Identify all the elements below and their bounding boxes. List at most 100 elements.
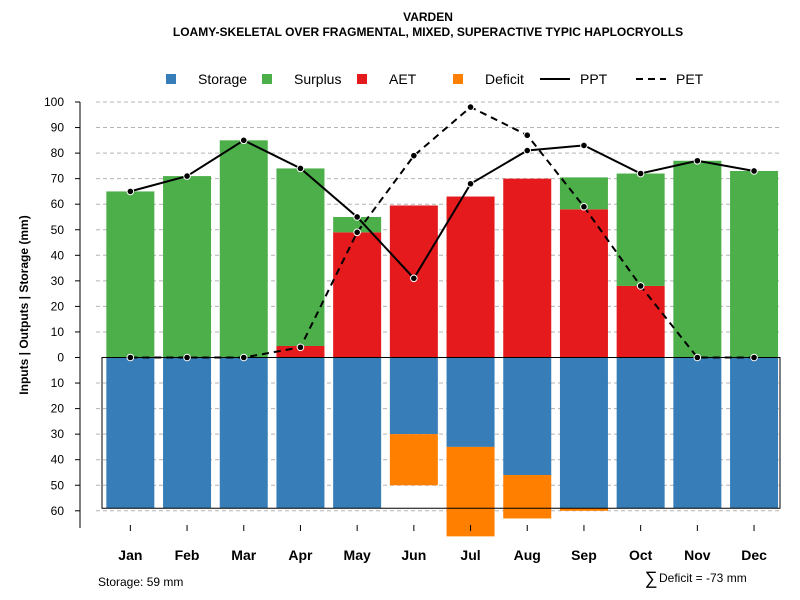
storage-bar-nov (673, 357, 722, 509)
surplus-bar-dec (730, 170, 779, 358)
x-tick-label-may: May (344, 547, 371, 563)
deficit-bar-jul (446, 446, 495, 537)
ppt-point-nov (693, 156, 702, 165)
deficit-bar-sep (559, 508, 608, 511)
pet-point-feb (183, 353, 191, 362)
pet-point-jun (410, 151, 418, 160)
storage-bar-jul (446, 357, 495, 447)
x-tick-label-jun: Jun (401, 547, 426, 563)
y-tick-label-70: 70 (51, 172, 65, 186)
ppt-point-jun (410, 274, 418, 283)
pet-point-oct (636, 282, 645, 290)
pet-point-nov (693, 353, 702, 362)
storage-bar-sep (559, 357, 608, 509)
y-tick-label-30: 30 (51, 274, 65, 288)
surplus-bar-nov (673, 160, 722, 358)
deficit-bars (389, 434, 608, 537)
legend-swatch-surplus (262, 74, 272, 84)
legend-label-ppt: PPT (580, 71, 608, 87)
ppt-point-may (353, 213, 361, 221)
x-tick-label-jan: Jan (118, 547, 142, 563)
ppt-point-sep (580, 141, 588, 150)
x-tick-label-nov: Nov (684, 547, 711, 563)
surplus-bar-feb (163, 176, 212, 358)
surplus-bar-may (333, 216, 382, 233)
storage-footnote: Storage: 59 mm (98, 575, 183, 589)
x-tick-label-jul: Jul (460, 547, 480, 563)
ppt-point-jul (466, 179, 475, 188)
y-tick-label-90: 90 (51, 121, 65, 135)
y-tick-label-neg-60: 60 (51, 504, 65, 518)
legend-swatch-aet (357, 74, 367, 84)
chart-subtitle: LOAMY-SKELETAL OVER FRAGMENTAL, MIXED, S… (173, 25, 683, 39)
surplus-bar-jan (106, 191, 155, 358)
pet-point-sep (580, 202, 588, 211)
aet-bar-aug (503, 178, 552, 358)
deficit-footnote: Deficit = -73 mm (659, 571, 747, 585)
storage-bar-may (333, 357, 382, 509)
y-tick-label-20: 20 (51, 299, 65, 313)
aet-bar-oct (616, 285, 665, 358)
y-axis: 0 10 20 30 40 50 60 70 80 90 100 10 20 30 40 50 60 (44, 95, 81, 528)
x-tick-label-aug: Aug (514, 547, 541, 563)
storage-bar-mar (219, 357, 268, 509)
pet-point-aug (523, 131, 532, 140)
storage-bar-aug (503, 357, 552, 476)
aet-bar-jul (446, 196, 495, 358)
y-tick-label-neg-30: 30 (51, 427, 65, 441)
x-tick-label-sep: Sep (571, 547, 597, 563)
x-tick-label-feb: Feb (175, 547, 200, 563)
ppt-line (130, 139, 755, 280)
y-tick-label-50: 50 (51, 223, 65, 237)
y-tick-label-100: 100 (44, 95, 64, 109)
y-tick-label-10: 10 (51, 325, 65, 339)
deficit-sum-symbol: ∑ (645, 568, 658, 588)
input-output-bars (106, 140, 779, 358)
y-tick-label-neg-40: 40 (51, 453, 65, 467)
deficit-bar-aug (503, 475, 552, 519)
legend-swatch-storage (166, 74, 176, 84)
storage-bar-apr (276, 357, 325, 509)
ppt-point-oct (636, 169, 645, 178)
surplus-bar-apr (276, 168, 325, 347)
pet-point-dec (750, 353, 758, 362)
ppt-point-aug (523, 146, 532, 155)
storage-capacity-frame (101, 357, 781, 509)
storage-bar-oct (616, 357, 665, 509)
pet-point-mar (239, 353, 248, 362)
storage-bar-jun (389, 357, 438, 435)
y-tick-label-80: 80 (51, 146, 65, 160)
x-tick-label-mar: Mar (231, 547, 256, 563)
legend: Storage Surplus AET Deficit PPT PET (166, 71, 704, 87)
y-tick-label-0: 0 (57, 351, 64, 365)
ppt-point-mar (239, 136, 248, 145)
y-axis-label: Inputs | Outputs | Storage (mm) (17, 215, 31, 394)
storage-bar-jan (106, 357, 155, 509)
aet-bar-apr (276, 346, 325, 358)
legend-label-storage: Storage (198, 71, 247, 87)
pet-point-may (353, 228, 361, 237)
ppt-point-jan (126, 187, 135, 196)
ppt-point-feb (183, 172, 191, 180)
ppt-point-dec (750, 167, 758, 175)
x-tick-label-dec: Dec (741, 547, 767, 563)
x-axis: Jan Feb Mar Apr May Jun Jul Aug Sep Oct Nov Dec (118, 525, 767, 563)
storage-bars (106, 357, 779, 509)
legend-label-surplus: Surplus (294, 71, 341, 87)
aet-bar-may (333, 232, 382, 358)
storage-bar-dec (730, 357, 779, 509)
pet-point-apr (296, 343, 305, 352)
x-tick-label-oct: Oct (629, 547, 653, 563)
y-tick-label-neg-20: 20 (51, 402, 65, 416)
deficit-bar-jun (389, 434, 438, 486)
pet-point-jul (466, 103, 475, 111)
surplus-bar-oct (616, 173, 665, 286)
legend-swatch-deficit (453, 74, 463, 84)
y-tick-label-40: 40 (51, 248, 65, 262)
chart-title: VARDEN (403, 10, 453, 24)
legend-label-deficit: Deficit (485, 71, 524, 87)
pet-line (130, 105, 755, 359)
storage-bar-feb (163, 357, 212, 509)
x-tick-label-apr: Apr (288, 547, 313, 563)
